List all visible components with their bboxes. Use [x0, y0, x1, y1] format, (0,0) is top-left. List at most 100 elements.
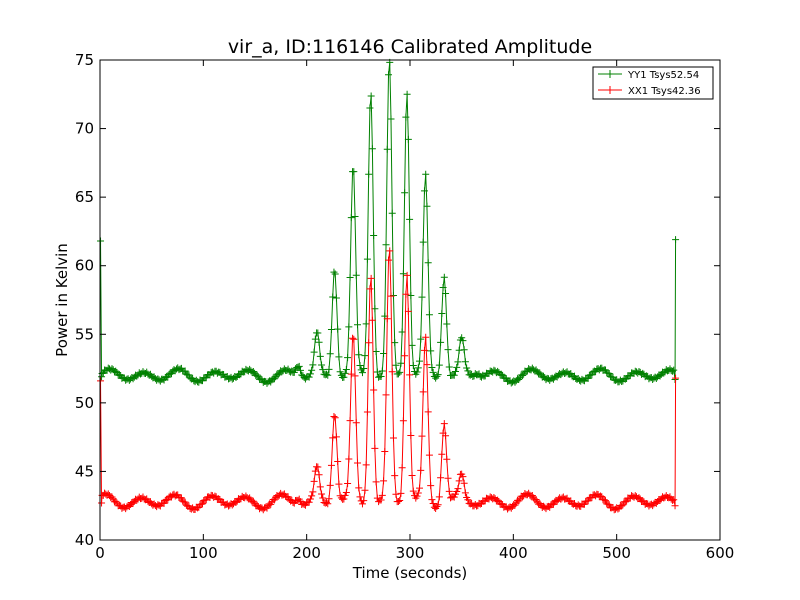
data-point — [306, 495, 314, 503]
data-point — [104, 490, 112, 498]
data-point — [377, 496, 385, 504]
data-point — [459, 337, 467, 345]
data-point — [427, 482, 435, 490]
data-point — [413, 368, 421, 376]
data-point — [437, 474, 445, 482]
data-point — [464, 496, 472, 504]
legend: YY1 Tsys52.54 XX1 Tsys42.36 — [592, 66, 714, 100]
data-point — [454, 485, 462, 493]
data-point — [334, 458, 342, 466]
data-point — [385, 71, 393, 79]
data-point — [450, 371, 458, 379]
data-point — [341, 369, 349, 377]
data-point — [370, 386, 378, 394]
data-point — [494, 496, 502, 504]
data-point — [310, 348, 318, 356]
plot-area — [100, 60, 720, 540]
data-point — [378, 367, 386, 375]
data-point — [394, 497, 402, 505]
data-point — [373, 368, 381, 376]
data-point — [435, 361, 443, 369]
data-point — [639, 497, 647, 505]
data-point — [305, 498, 313, 506]
data-point — [428, 364, 436, 372]
data-point — [342, 365, 350, 373]
data-point — [199, 500, 207, 508]
data-point — [129, 375, 137, 383]
data-point — [416, 357, 424, 365]
data-point — [352, 419, 360, 427]
data-point — [340, 495, 348, 503]
axis-layer: 0 100 200 300 400 500 600 40 45 50 55 60 65 70 75 — [75, 51, 734, 562]
data-point — [396, 368, 404, 376]
data-point — [435, 493, 443, 501]
data-point — [460, 346, 468, 354]
data-point — [319, 494, 327, 502]
series-markers-xx1 — [97, 247, 680, 514]
data-point — [316, 352, 324, 360]
data-point — [181, 367, 189, 375]
data-point — [425, 451, 433, 459]
data-point — [274, 371, 282, 379]
data-point — [332, 433, 340, 441]
data-point — [305, 373, 313, 381]
data-point — [363, 255, 371, 263]
data-point — [414, 364, 422, 372]
data-point — [372, 478, 380, 486]
data-point — [365, 339, 373, 347]
data-point — [588, 371, 596, 379]
data-point — [327, 326, 335, 334]
data-point — [232, 498, 240, 506]
data-point — [656, 496, 664, 504]
data-point — [334, 325, 342, 333]
data-point — [618, 502, 626, 510]
data-point — [326, 350, 334, 358]
data-point — [584, 497, 592, 505]
data-point — [461, 489, 469, 497]
y-tick-label: 45 — [75, 462, 94, 480]
data-point — [621, 498, 629, 506]
data-point — [407, 432, 415, 439]
data-point — [404, 307, 412, 315]
data-point — [355, 351, 363, 359]
data-point — [391, 339, 399, 347]
data-point — [341, 491, 349, 499]
data-point — [442, 290, 450, 297]
data-point — [423, 202, 431, 210]
data-point — [668, 367, 676, 375]
data-point — [346, 417, 354, 425]
data-point — [433, 502, 441, 510]
data-point — [429, 368, 437, 376]
data-point — [536, 500, 544, 508]
data-point — [295, 362, 303, 370]
data-point — [160, 499, 168, 507]
data-point — [346, 274, 354, 282]
data-point — [445, 487, 453, 495]
x-tick-label: 200 — [292, 544, 321, 562]
data-point — [432, 374, 440, 382]
data-point — [327, 461, 335, 469]
data-point — [394, 370, 402, 378]
data-point — [597, 492, 605, 500]
data-point — [366, 104, 374, 112]
data-point — [381, 448, 389, 456]
data-point — [401, 352, 409, 360]
data-point — [361, 486, 369, 494]
data-point — [324, 500, 332, 508]
data-point — [316, 483, 324, 491]
data-point — [185, 371, 193, 379]
data-point — [402, 113, 410, 121]
data-point — [356, 493, 364, 501]
data-point — [97, 377, 105, 385]
series-markers-yy1 — [97, 58, 680, 387]
data-point — [354, 321, 362, 329]
y-tick-label: 40 — [75, 531, 94, 549]
data-point — [451, 368, 459, 376]
data-point — [345, 323, 353, 331]
data-point — [404, 135, 412, 143]
data-point — [324, 371, 332, 379]
series-layer — [97, 58, 680, 514]
data-point — [388, 368, 396, 376]
data-point — [362, 461, 370, 469]
data-point — [177, 494, 185, 502]
